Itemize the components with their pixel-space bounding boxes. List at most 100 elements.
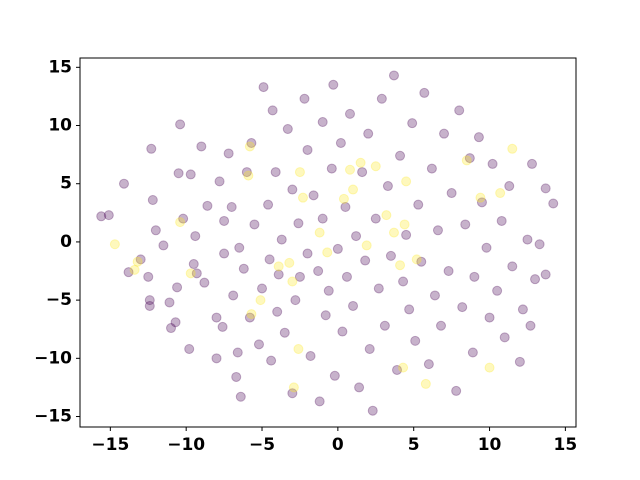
point [469, 271, 480, 282]
point [170, 317, 181, 328]
point [355, 157, 366, 168]
point [392, 364, 403, 375]
point [267, 105, 278, 116]
point [348, 184, 359, 195]
y-tick-label: 10 [48, 116, 72, 136]
point [457, 302, 468, 313]
point [226, 201, 237, 212]
point [398, 276, 409, 287]
point [395, 260, 406, 271]
point [293, 344, 304, 355]
point [426, 163, 437, 174]
x-tick-label: 0 [332, 435, 344, 455]
point [496, 215, 507, 226]
point [313, 266, 324, 277]
point [495, 188, 506, 199]
point [185, 169, 196, 180]
point [530, 274, 541, 285]
y-tick-label: 0 [60, 232, 72, 252]
point [244, 141, 255, 152]
point [228, 290, 239, 301]
point [344, 164, 355, 175]
point [299, 93, 310, 104]
y-tick-label: 5 [60, 174, 72, 194]
point [150, 225, 161, 236]
point [109, 239, 120, 250]
point [534, 239, 545, 250]
point [243, 170, 254, 181]
point [399, 219, 410, 230]
point [514, 356, 525, 367]
point [492, 285, 503, 296]
y-tick-label: −10 [34, 348, 72, 368]
point [257, 283, 268, 294]
point [443, 266, 454, 277]
point [158, 240, 169, 251]
point [320, 310, 331, 321]
point [173, 168, 184, 179]
point [401, 176, 412, 187]
point [147, 195, 158, 206]
point [451, 385, 462, 396]
point [420, 378, 431, 389]
point [340, 201, 351, 212]
point [196, 141, 207, 152]
point [507, 261, 518, 272]
point [232, 347, 243, 358]
point [164, 297, 175, 308]
point [461, 155, 472, 166]
point [302, 144, 313, 155]
point [305, 350, 316, 361]
point [219, 248, 230, 259]
point [266, 355, 277, 366]
point [188, 259, 199, 270]
point [361, 240, 372, 251]
point [338, 193, 349, 204]
point [398, 362, 409, 373]
point [288, 382, 299, 393]
point [348, 300, 359, 311]
point [287, 184, 298, 195]
point [467, 347, 478, 358]
y-tick-label: −15 [34, 407, 72, 427]
point [527, 158, 538, 169]
point [314, 227, 325, 238]
point [241, 167, 252, 178]
point [432, 225, 443, 236]
point [464, 153, 475, 164]
point [373, 283, 384, 294]
point [326, 163, 337, 174]
x-tick-label: 15 [554, 435, 578, 455]
point [322, 247, 333, 258]
point [446, 188, 457, 199]
point [308, 190, 319, 201]
point [287, 276, 298, 287]
point [273, 269, 284, 280]
point [282, 124, 293, 135]
point [190, 231, 201, 242]
point [253, 339, 264, 350]
point [429, 290, 440, 301]
x-tick-label: −15 [91, 435, 129, 455]
point [211, 312, 222, 323]
point [460, 219, 471, 230]
point [103, 210, 114, 221]
point [504, 181, 515, 192]
point [351, 231, 362, 242]
point [191, 268, 202, 279]
point [337, 326, 348, 337]
x-tick-label: 5 [408, 435, 420, 455]
x-tick-label: 10 [478, 435, 502, 455]
point [329, 370, 340, 381]
plot-frame [79, 57, 577, 428]
point [548, 198, 559, 209]
point [270, 167, 281, 178]
point [376, 93, 387, 104]
point [507, 143, 518, 154]
point [290, 295, 301, 306]
point [123, 267, 134, 278]
point [272, 306, 283, 317]
x-tick-label: −5 [249, 435, 275, 455]
y-tick-label: −5 [46, 290, 72, 310]
point [294, 167, 305, 178]
